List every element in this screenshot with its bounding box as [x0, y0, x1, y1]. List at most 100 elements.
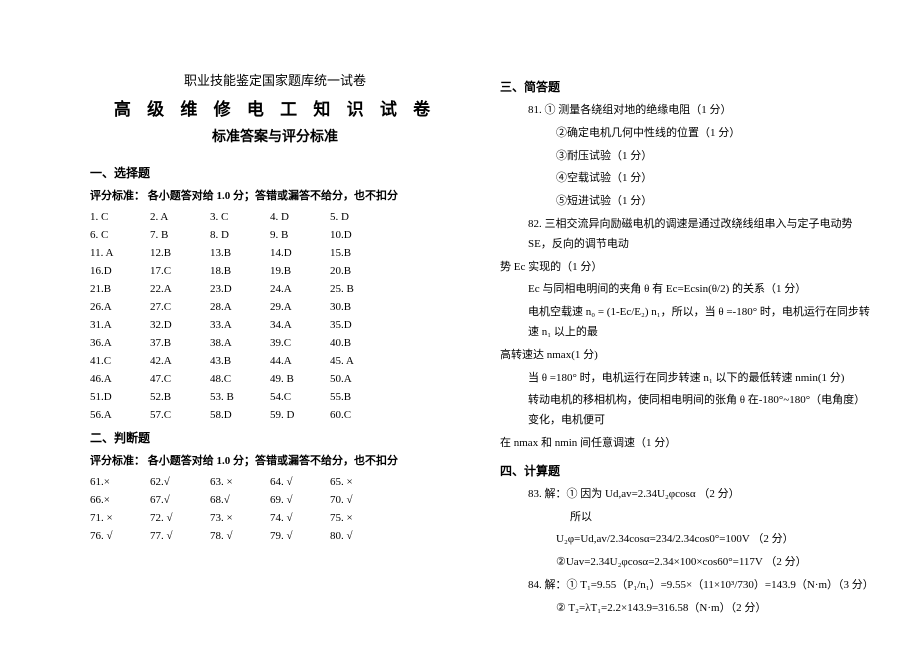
ans: 71. ×: [90, 512, 150, 524]
doc-main-title: 高 级 维 修 电 工 知 识 试 卷: [90, 95, 460, 120]
ans: 51.D: [90, 391, 150, 403]
q81-l5: ⑤短进试验（1 分）: [500, 192, 870, 212]
ans: 13.B: [210, 247, 270, 259]
doc-sub-title: 标准答案与评分标准: [90, 126, 460, 146]
ans: 12.B: [150, 247, 210, 259]
section-judge-header: 二、判断题: [90, 429, 460, 446]
ans: 5. D: [330, 211, 390, 223]
ans: 54.C: [270, 391, 330, 403]
q82-l7: 转动电机的移相机构，使同相电明间的张角 θ 在-180°~180°（电角度）变化…: [500, 391, 870, 431]
ans: 27.C: [150, 301, 210, 313]
ans: 67.√: [150, 494, 210, 506]
ans: 52.B: [150, 391, 210, 403]
ans: 25. B: [330, 283, 390, 295]
ans: 75. ×: [330, 512, 390, 524]
ans: 77. √: [150, 530, 210, 542]
section-choice-header: 一、选择题: [90, 164, 460, 181]
q81-l2: ②确定电机几何中性线的位置（1 分）: [500, 124, 870, 144]
ans: 64. √: [270, 476, 330, 488]
ans: 11. A: [90, 247, 150, 259]
ans: 22.A: [150, 283, 210, 295]
q82-l6: 当 θ =180° 时，电机运行在同步转速 n₁ 以下的最低转速 nmin(1 …: [500, 369, 870, 389]
ans: 79. √: [270, 530, 330, 542]
q83-l2: 所以: [500, 508, 870, 528]
ans: 1. C: [90, 211, 150, 223]
q83-l4: ②Uav=2.34U₂φcosα=2.34×100×cos60°=117V （2…: [500, 553, 870, 573]
ans: 16.D: [90, 265, 150, 277]
q82-l4: 电机空载速 n₀ = (1-Ec/E₂) n₁，所以，当 θ =-180° 时，…: [500, 303, 870, 343]
choice-grid: 1. C2. A3. C4. D5. D 6. C7. B8. D9. B10.…: [90, 211, 460, 421]
ans: 23.D: [210, 283, 270, 295]
ans: 45. A: [330, 355, 390, 367]
ans: 59. D: [270, 409, 330, 421]
ans: 70. √: [330, 494, 390, 506]
ans: 49. B: [270, 373, 330, 385]
ans: 33.A: [210, 319, 270, 331]
ans: 21.B: [90, 283, 150, 295]
ans: 58.D: [210, 409, 270, 421]
ans: 19.B: [270, 265, 330, 277]
ans: 56.A: [90, 409, 150, 421]
ans: 28.A: [210, 301, 270, 313]
ans: 61.×: [90, 476, 150, 488]
ans: 6. C: [90, 229, 150, 241]
q82-l2: 势 Ec 实现的（1 分）: [500, 258, 870, 278]
ans: 2. A: [150, 211, 210, 223]
ans: 8. D: [210, 229, 270, 241]
ans: 62.√: [150, 476, 210, 488]
ans: 60.C: [330, 409, 390, 421]
ans: 7. B: [150, 229, 210, 241]
q82-l3: Ec 与同相电明间的夹角 θ 有 Ec=Ecsin(θ/2) 的关系（1 分）: [500, 280, 870, 300]
ans: 39.C: [270, 337, 330, 349]
q83-l3: U₂φ=Ud,av/2.34cosα=234/2.34cos0°=100V （2…: [500, 530, 870, 550]
ans: 57.C: [150, 409, 210, 421]
ans: 32.D: [150, 319, 210, 331]
ans: 76. √: [90, 530, 150, 542]
q84-l1: 84. 解：① T₁=9.55（P₁/n₁）=9.55×（11×10³/730）…: [500, 576, 870, 596]
ans: 47.C: [150, 373, 210, 385]
ans: 3. C: [210, 211, 270, 223]
ans: 44.A: [270, 355, 330, 367]
ans: 66.×: [90, 494, 150, 506]
doc-top-title: 职业技能鉴定国家题库统一试卷: [90, 70, 460, 89]
q84-l2: ② T₂=λT₁=2.2×143.9=316.58（N·m）（2 分）: [500, 599, 870, 619]
ans: 63. ×: [210, 476, 270, 488]
scoring-judge: 评分标准： 各小题答对给 1.0 分；答错或漏答不给分，也不扣分: [90, 452, 460, 468]
q82-l8: 在 nmax 和 nmin 间任意调速（1 分）: [500, 434, 870, 454]
ans: 29.A: [270, 301, 330, 313]
q81-l4: ④空载试验（1 分）: [500, 169, 870, 189]
ans: 14.D: [270, 247, 330, 259]
ans: 48.C: [210, 373, 270, 385]
q82-l1: 82. 三相交流异向励磁电机的调速是通过改绕线组串入与定子电动势 SE，反向的调…: [500, 215, 870, 255]
ans: 50.A: [330, 373, 390, 385]
ans: 43.B: [210, 355, 270, 367]
ans: 73. ×: [210, 512, 270, 524]
ans: 42.A: [150, 355, 210, 367]
ans: 46.A: [90, 373, 150, 385]
ans: 74. √: [270, 512, 330, 524]
ans: 69. √: [270, 494, 330, 506]
ans: 20.B: [330, 265, 390, 277]
ans: 18.B: [210, 265, 270, 277]
ans: 80. √: [330, 530, 390, 542]
header-block: 职业技能鉴定国家题库统一试卷 高 级 维 修 电 工 知 识 试 卷 标准答案与…: [90, 70, 460, 146]
ans: 65. ×: [330, 476, 390, 488]
ans: 10.D: [330, 229, 390, 241]
ans: 15.B: [330, 247, 390, 259]
ans: 30.B: [330, 301, 390, 313]
ans: 37.B: [150, 337, 210, 349]
ans: 4. D: [270, 211, 330, 223]
ans: 36.A: [90, 337, 150, 349]
left-column: 职业技能鉴定国家题库统一试卷 高 级 维 修 电 工 知 识 试 卷 标准答案与…: [30, 70, 470, 622]
ans: 41.C: [90, 355, 150, 367]
q83-l1: 83. 解：① 因为 Ud,av=2.34U₂φcosα （2 分）: [500, 485, 870, 505]
ans: 72. √: [150, 512, 210, 524]
ans: 53. B: [210, 391, 270, 403]
ans: 38.A: [210, 337, 270, 349]
page-container: 职业技能鉴定国家题库统一试卷 高 级 维 修 电 工 知 识 试 卷 标准答案与…: [0, 0, 920, 632]
ans: 35.D: [330, 319, 390, 331]
judge-grid: 61.×62.√63. ×64. √65. × 66.×67.√68.√69. …: [90, 476, 460, 542]
q82-l5: 高转速达 nmax(1 分): [500, 346, 870, 366]
ans: 31.A: [90, 319, 150, 331]
ans: 55.B: [330, 391, 390, 403]
